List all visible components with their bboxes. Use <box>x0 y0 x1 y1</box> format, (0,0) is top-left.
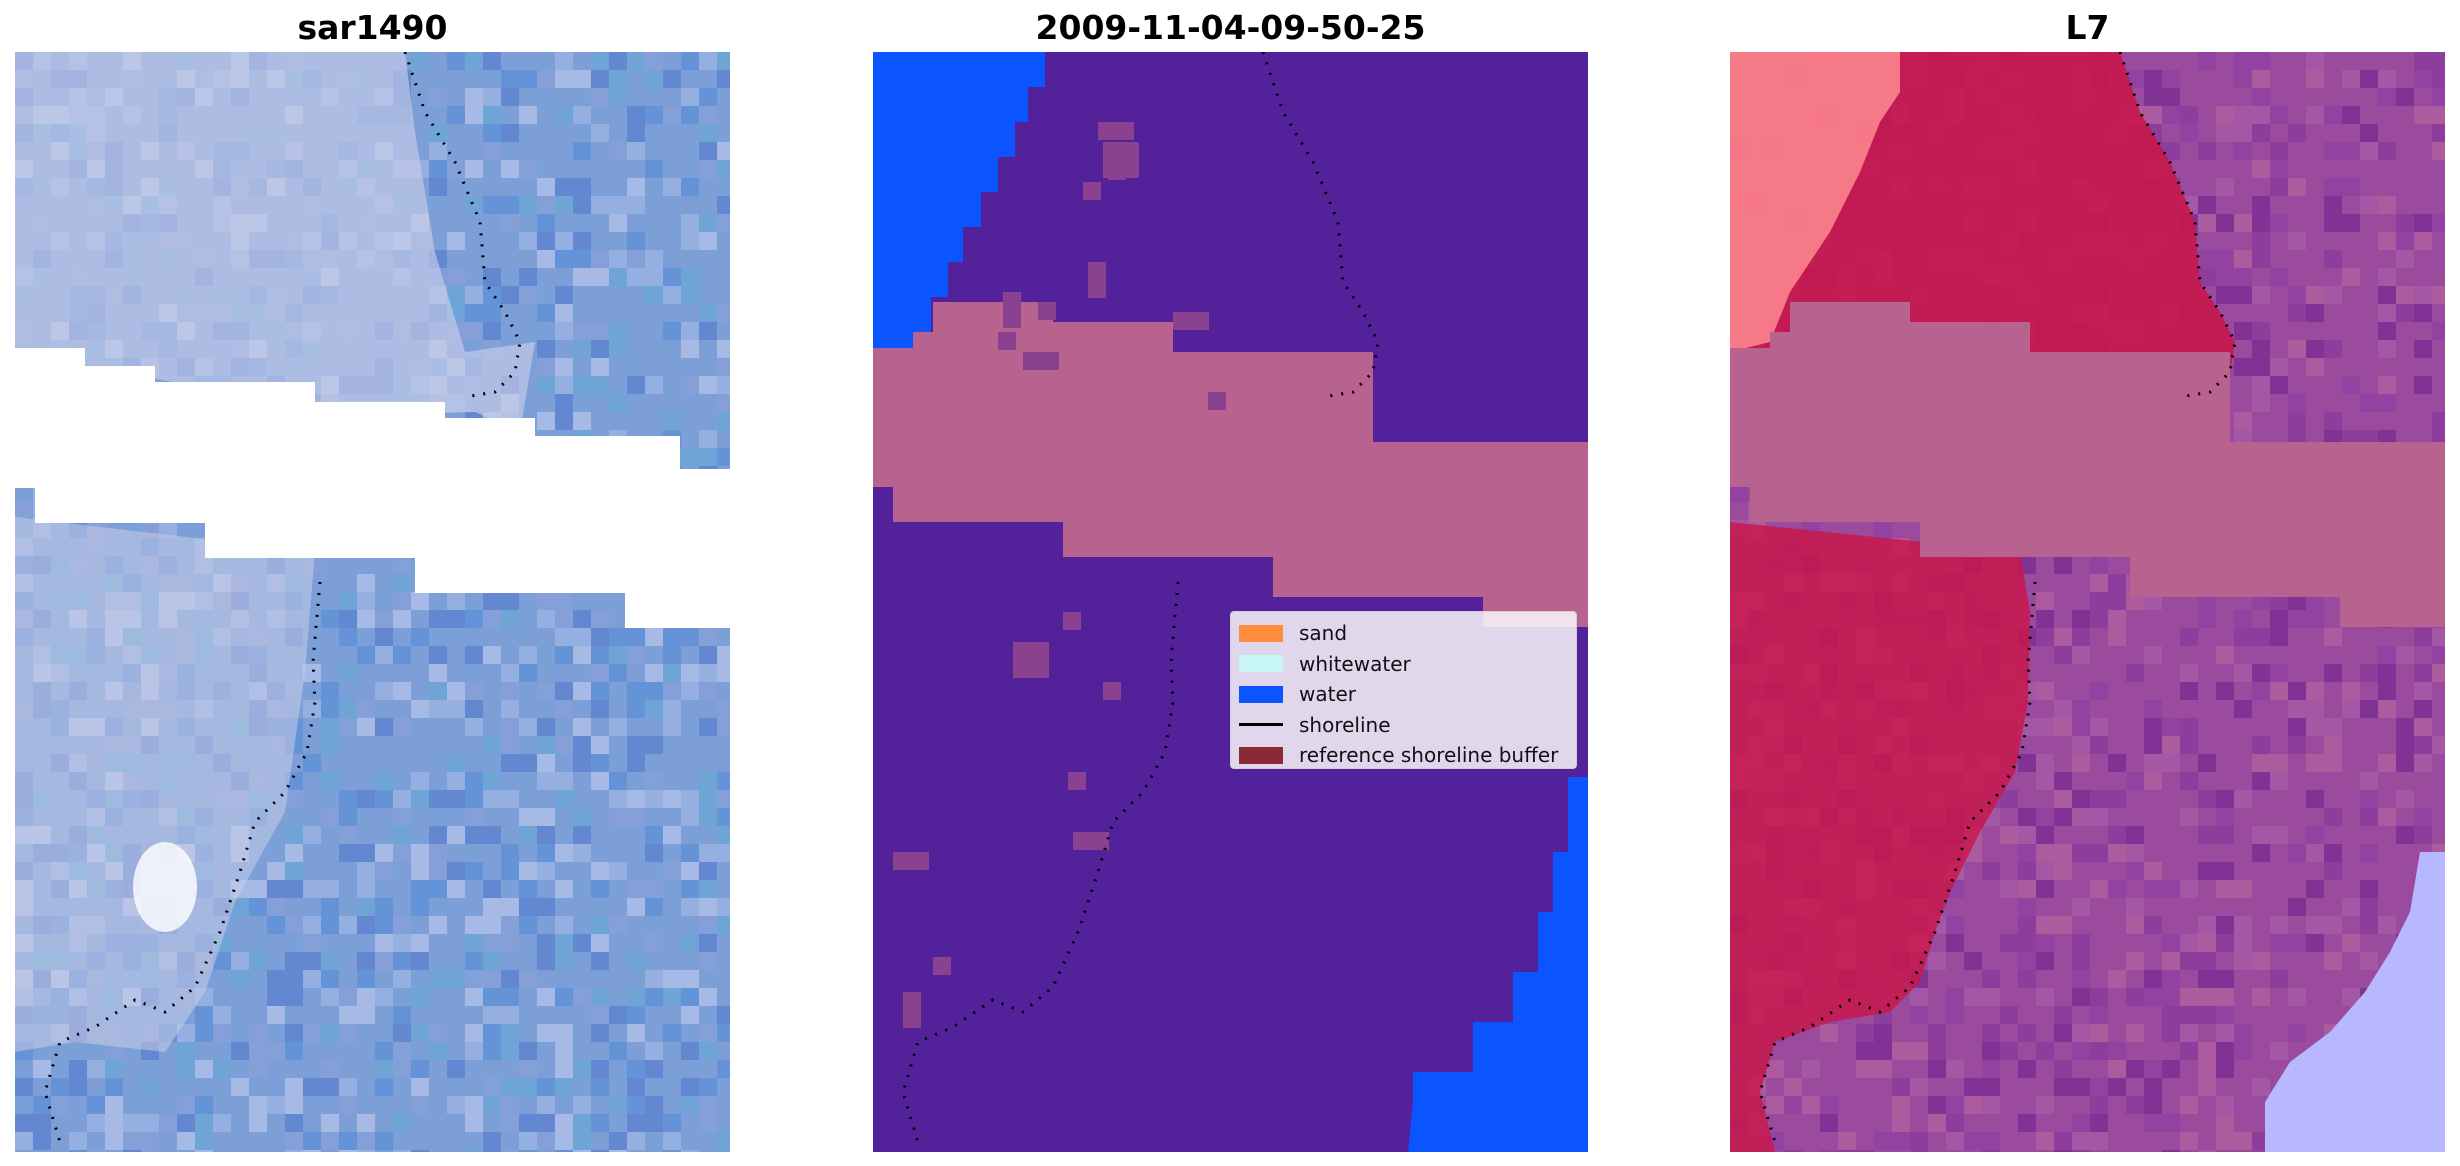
reference-shoreline-buffer <box>873 302 1588 627</box>
sar-sand-region-upper <box>15 52 535 432</box>
misclassified-speck <box>1088 262 1106 298</box>
legend: sand whitewater water shoreline referenc… <box>1230 611 1577 769</box>
misclassified-speck <box>893 852 929 870</box>
shoreline-lower <box>1758 581 2037 1143</box>
misclassified-speck <box>1023 352 1059 370</box>
shoreline-upper <box>403 52 522 399</box>
misclassified-speck <box>1003 292 1021 328</box>
misclassified-speck <box>1073 832 1109 850</box>
panel-title-sar: sar1490 <box>297 8 448 47</box>
misclassified-speck <box>1208 392 1226 410</box>
misclassified-specks <box>893 122 1226 1028</box>
panel-title-l7: L7 <box>2065 8 2110 47</box>
sar-sand-region-lower <box>15 517 315 1052</box>
misclassified-speck <box>1083 182 1101 200</box>
legend-label: sand <box>1299 621 1348 646</box>
l7-bright-region <box>1730 52 1900 352</box>
misclassified-speck <box>1068 772 1086 790</box>
sar-nodata-gap <box>15 348 730 628</box>
buffer-swatch-icon <box>1239 746 1283 764</box>
shoreline-upper <box>1261 52 1380 399</box>
misclassified-speck <box>903 992 921 1028</box>
misclassified-speck <box>1038 302 1056 320</box>
shoreline-line-icon <box>1239 723 1283 727</box>
misclassified-speck <box>933 957 951 975</box>
misclassified-speck <box>998 332 1016 350</box>
misclassified-speck <box>1063 612 1081 630</box>
legend-label: shoreline <box>1299 712 1391 737</box>
sar-bright-whitewater-spot <box>133 842 197 932</box>
legend-item-whitewater: whitewater <box>1239 649 1576 680</box>
legend-item-sand: sand <box>1239 618 1576 649</box>
water-region-right <box>1408 777 1588 1152</box>
misclassified-speck <box>1173 312 1209 330</box>
shoreline-lower <box>43 581 322 1143</box>
panel-title-classification: 2009-11-04-09-50-25 <box>1035 8 1426 47</box>
shoreline-lower <box>901 581 1180 1143</box>
water-swatch-icon <box>1239 685 1283 703</box>
water-region-left <box>873 52 1045 348</box>
classification-background <box>873 52 1588 1152</box>
reference-shoreline-buffer <box>1730 302 2445 627</box>
classification-panel <box>873 52 1588 1152</box>
l7-panel <box>1730 52 2445 1152</box>
legend-label: water <box>1299 682 1356 707</box>
legend-label: whitewater <box>1299 651 1411 676</box>
misclassified-speck <box>1103 682 1121 700</box>
misclassified-speck <box>1013 642 1049 678</box>
l7-sand-region-lower <box>1730 522 2030 1152</box>
shoreline-upper <box>2118 52 2237 399</box>
misclassified-speck <box>1108 162 1126 180</box>
legend-item-water: water <box>1239 679 1576 710</box>
whitewater-swatch-icon <box>1239 655 1283 673</box>
sand-swatch-icon <box>1239 624 1283 642</box>
legend-item-shoreline: shoreline <box>1239 710 1576 741</box>
l7-water-region <box>2265 852 2445 1152</box>
legend-label: reference shoreline buffer <box>1299 743 1559 768</box>
sar-image-panel <box>15 52 730 1152</box>
misclassified-speck <box>1098 122 1134 140</box>
legend-item-reference-shoreline-buffer: reference shoreline buffer <box>1239 740 1576 771</box>
